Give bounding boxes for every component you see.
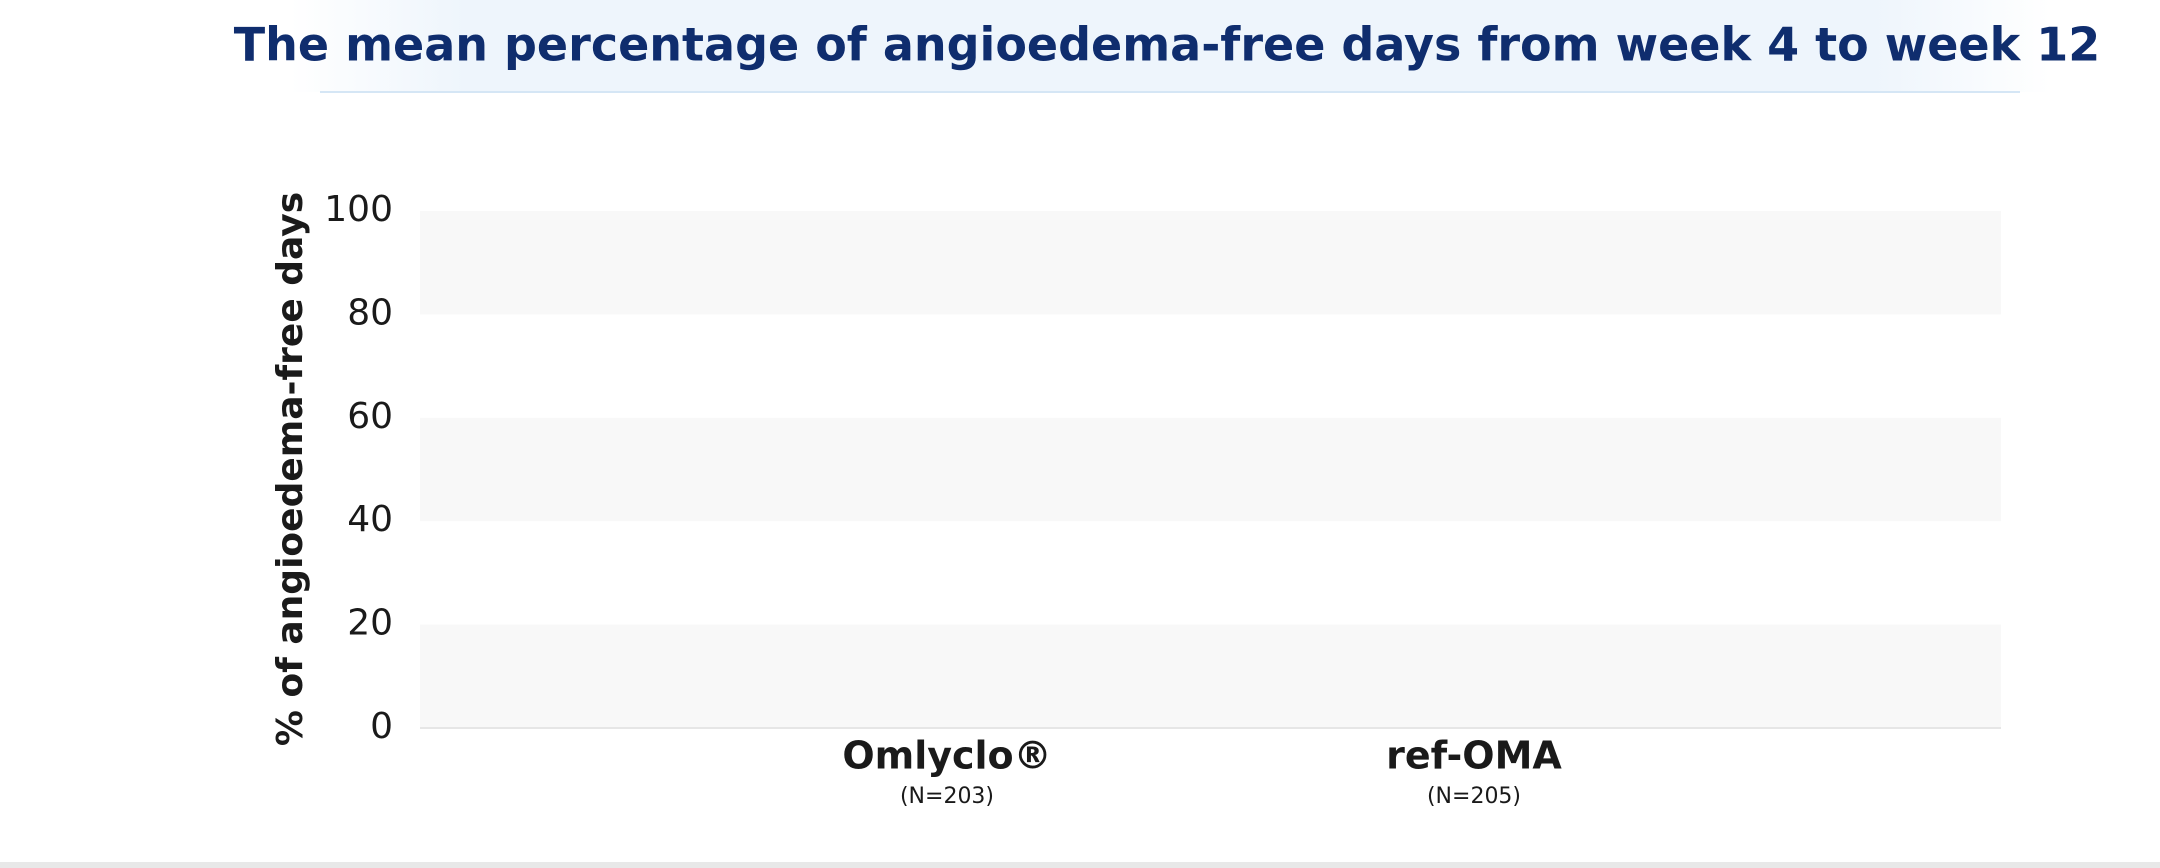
x-tick-label: Omlyclo® — [842, 734, 1051, 778]
y-tick-label: 40 — [347, 499, 393, 540]
category-note: (N=205) — [1427, 784, 1521, 809]
bottom-strip — [0, 862, 2160, 868]
grid-band — [420, 624, 2001, 728]
y-tick-label: 0 — [370, 706, 393, 747]
category-note: (N=203) — [900, 784, 994, 809]
chart-title: The mean percentage of angioedema-free d… — [234, 18, 2101, 72]
x-tick-label: ref-OMA — [1386, 734, 1562, 778]
y-tick-label: 60 — [347, 396, 393, 437]
y-tick-label: 80 — [347, 292, 393, 333]
y-tick-label: 100 — [324, 189, 393, 230]
y-axis-label: % of angioedema-free days — [270, 192, 311, 746]
grid-band — [420, 417, 2001, 522]
grid-band — [420, 211, 2001, 315]
title-background — [290, 0, 2050, 92]
y-tick-label: 20 — [347, 603, 393, 644]
